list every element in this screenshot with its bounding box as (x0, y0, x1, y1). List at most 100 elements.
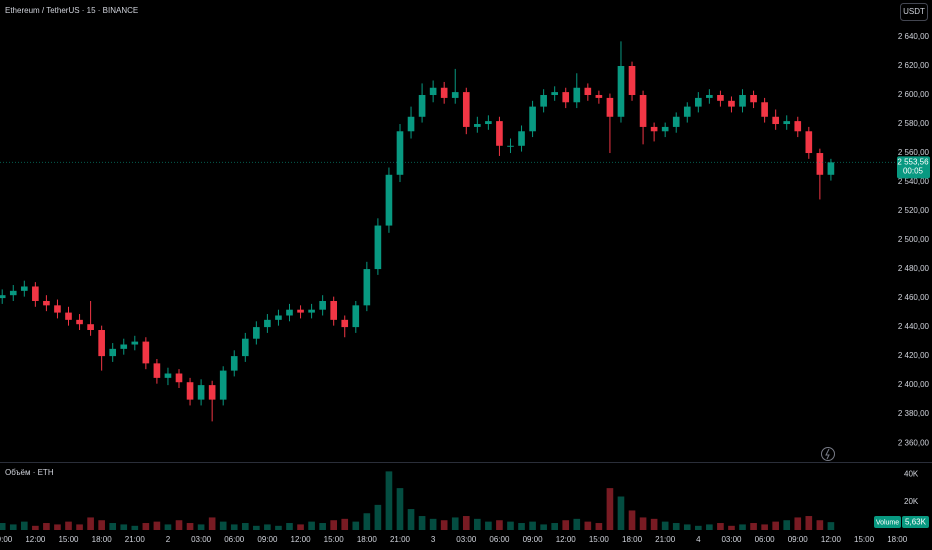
volume-bar (330, 520, 338, 530)
x-tick-label: 03:00 (456, 535, 477, 544)
volume-bar (9, 524, 17, 530)
volume-bar (706, 524, 713, 530)
volume-bar (485, 521, 492, 530)
volume-bar (728, 525, 735, 530)
candle-body (186, 382, 194, 400)
candle-body (462, 92, 470, 127)
volume-bar (264, 524, 271, 530)
candle-body (805, 131, 813, 154)
x-tick-label: 12:00 (821, 535, 842, 544)
candle-body (783, 121, 791, 125)
candle-body (562, 92, 570, 103)
candle-body (98, 330, 105, 357)
candle-body (396, 131, 404, 175)
x-tick-label: 09:00 (523, 535, 544, 544)
x-tick-label: 09:00 (0, 535, 13, 544)
last-price-badge (897, 156, 930, 179)
currency-label[interactable]: USDT (903, 7, 925, 16)
x-tick-label: 06:00 (755, 535, 776, 544)
volume-bar (374, 504, 382, 530)
volume-bar (639, 517, 647, 530)
candle-body (706, 95, 713, 98)
candle-body (374, 225, 382, 270)
candle-body (153, 363, 161, 378)
currency-button[interactable] (900, 3, 928, 21)
candle-body (617, 66, 625, 117)
candle-body (661, 126, 669, 132)
volume-bar (661, 521, 669, 530)
volume-bar (241, 523, 249, 530)
volume-bar (672, 523, 680, 530)
volume-bar (474, 518, 481, 530)
x-tick-label: 21:00 (390, 535, 411, 544)
x-tick-label: 18:00 (92, 535, 113, 544)
volume-bar (451, 517, 459, 530)
candle-body (551, 92, 558, 96)
candle-body (330, 300, 338, 320)
x-tick-label: 21:00 (125, 535, 146, 544)
candle-body (485, 121, 492, 125)
x-tick-label: 18:00 (622, 535, 643, 544)
candle-body (9, 290, 17, 296)
y-tick-label: 2 580,00 (898, 119, 930, 128)
volume-tick-label: 20K (904, 497, 919, 506)
volume-bar (584, 521, 592, 530)
volume-bar (717, 523, 724, 530)
candle-body (761, 102, 768, 117)
volume-bar (341, 518, 349, 530)
chart-title: Ethereum / TetherUS · 15 · BINANCE (5, 6, 138, 15)
candle-body (32, 286, 39, 301)
volume-title: Объём · ETH (5, 468, 54, 477)
volume-bar (407, 509, 415, 530)
candle-body (728, 100, 735, 107)
candle-body (418, 95, 426, 117)
volume-bar (253, 525, 260, 530)
candle-body (241, 338, 249, 357)
volume-bar (164, 524, 172, 530)
volume-bar (385, 471, 393, 530)
volume-bar (761, 524, 768, 530)
y-tick-label: 2 440,00 (898, 322, 930, 331)
x-tick-label: 18:00 (357, 535, 378, 544)
volume-bar (418, 516, 426, 530)
alert-icon[interactable] (821, 447, 835, 461)
volume-bar (87, 517, 94, 530)
candle-body (695, 97, 702, 107)
candle-body (43, 300, 50, 306)
candle-body (286, 309, 293, 316)
candle-body (672, 116, 680, 127)
volume-bar (32, 525, 39, 530)
countdown-label: 00:05 (903, 166, 924, 175)
candle-body (208, 385, 216, 400)
x-tick-label: 15:00 (589, 535, 610, 544)
candle-body (54, 305, 61, 313)
volume-bar (142, 523, 150, 530)
candle-body (474, 124, 481, 127)
candle-body (451, 92, 459, 98)
x-tick-label: 2 (166, 535, 171, 544)
time-axis: 09:00 12:00 15:00 18:00 21:00 2 03:00 06:00 09:0… (0, 535, 907, 544)
volume-bar (440, 520, 448, 530)
volume-bar (562, 520, 570, 530)
volume-bar (683, 524, 691, 530)
candle-body (175, 373, 183, 383)
x-tick-label: 09:00 (788, 535, 809, 544)
volume-bar (739, 524, 746, 530)
volume-bar (827, 522, 835, 530)
volume-bar (507, 521, 514, 530)
x-tick-label: 03:00 (721, 535, 742, 544)
volume-bar (120, 524, 128, 530)
volume-bar (76, 524, 83, 530)
x-tick-label: 15:00 (854, 535, 875, 544)
y-tick-label: 2 480,00 (898, 264, 930, 273)
volume-bar (496, 520, 503, 530)
y-tick-label: 2 360,00 (898, 438, 930, 447)
x-tick-label: 12:00 (291, 535, 312, 544)
volume-bar (175, 520, 183, 530)
candle-body (639, 95, 647, 127)
y-tick-label: 2 640,00 (898, 32, 930, 41)
y-tick-label: 2 620,00 (898, 61, 930, 70)
volume-last-label: 5,63K (905, 518, 927, 527)
y-tick-label: 2 380,00 (898, 409, 930, 418)
candle-body (352, 305, 360, 328)
